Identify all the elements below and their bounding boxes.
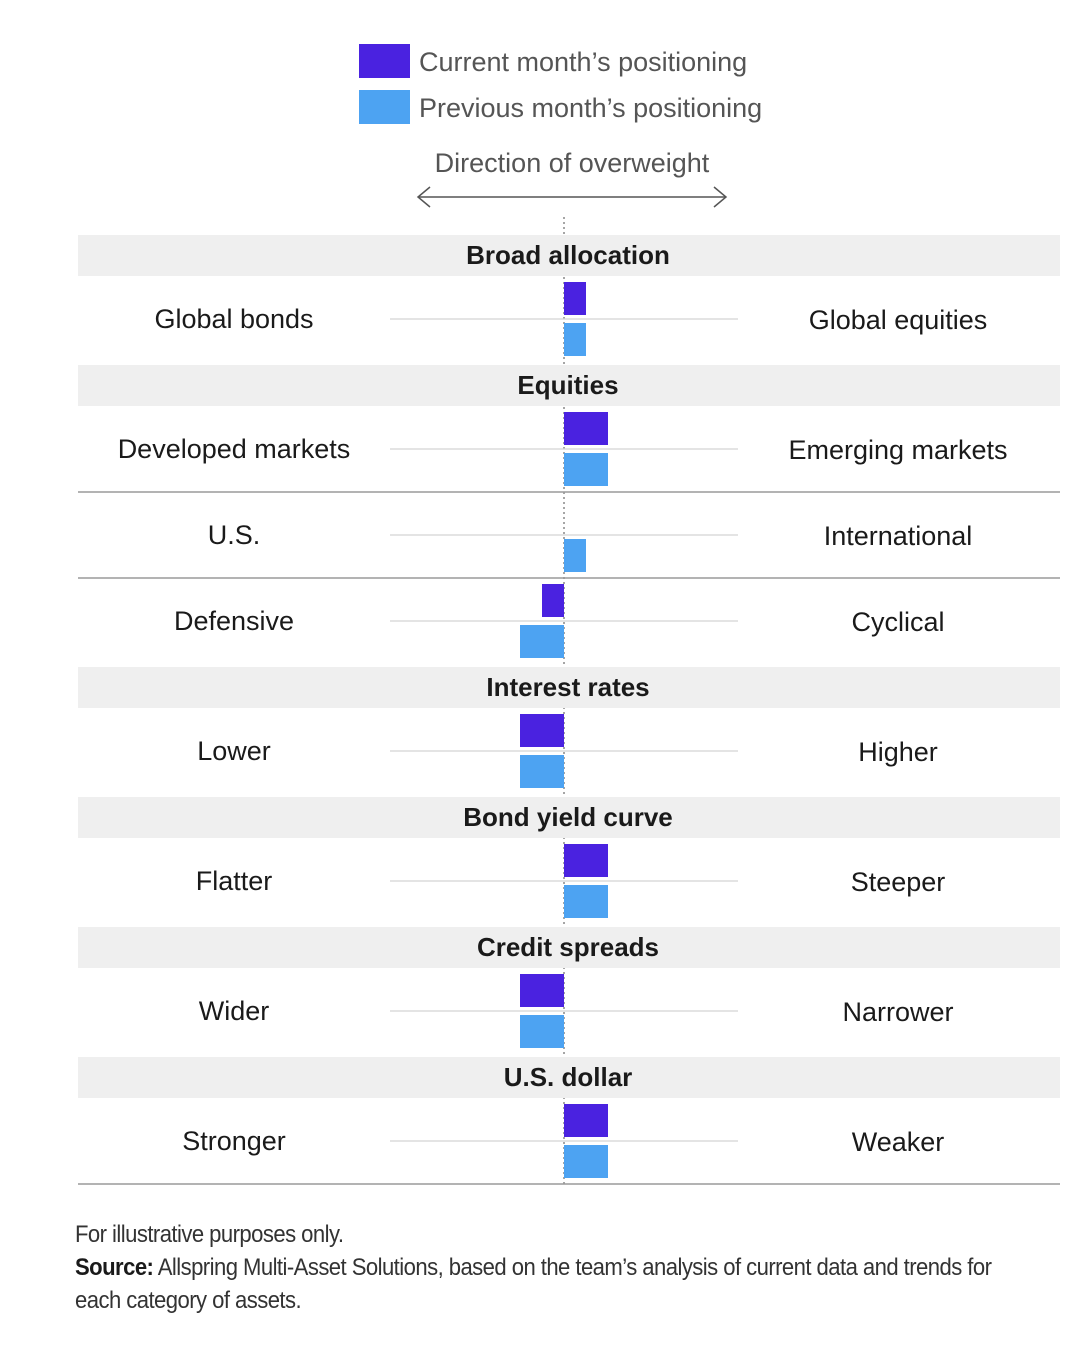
row-label-left: Global bonds [154, 304, 313, 334]
bar-previous [564, 323, 586, 356]
section-band [78, 797, 1060, 838]
double-arrow-icon [416, 186, 728, 208]
row-label-right: Emerging markets [788, 435, 1007, 465]
bar-current [564, 844, 608, 877]
row-label-right: Weaker [852, 1127, 945, 1157]
footer-source: Source: Allspring Multi-Asset Solutions,… [75, 1251, 992, 1284]
row-label-left: Lower [197, 736, 271, 766]
positioning-chart: Broad allocation Global bonds Global equit… [78, 217, 1060, 1185]
row-label-right: Global equities [809, 305, 988, 335]
legend-item-current: Current month’s positioning [359, 44, 839, 80]
section-title: U.S. dollar [504, 1062, 633, 1092]
bar-previous [564, 1145, 608, 1178]
legend-swatch-previous [359, 90, 410, 124]
bar-previous [564, 539, 586, 572]
footer-source-text-1: Allspring Multi-Asset Solutions, based o… [153, 1254, 992, 1281]
footer-source-label: Source: [75, 1254, 154, 1281]
direction-label: Direction of overweight [434, 148, 710, 178]
bar-current [520, 974, 564, 1007]
row-label-left: Defensive [174, 606, 294, 636]
footer-note: For illustrative purposes only. [75, 1221, 344, 1248]
bar-current [542, 584, 564, 617]
bar-current [520, 714, 564, 747]
row-label-left: Wider [199, 996, 270, 1026]
legend-swatch-current [359, 44, 410, 78]
row-label-left: Developed markets [118, 434, 351, 464]
bar-current [564, 412, 608, 445]
section-band [78, 667, 1060, 708]
row-label-right: Higher [858, 737, 938, 767]
bar-current [564, 1104, 608, 1137]
row-label-left: Flatter [196, 866, 273, 896]
section-band [78, 927, 1060, 968]
row-label-left: Stronger [182, 1126, 286, 1156]
legend-label-previous: Previous month’s positioning [419, 93, 763, 123]
row-label-right: Steeper [851, 867, 946, 897]
section-band [78, 365, 1060, 406]
row-label-right: International [824, 521, 973, 551]
section-title: Equities [517, 370, 618, 400]
legend-label-current: Current month’s positioning [419, 47, 748, 77]
bar-previous [520, 755, 564, 788]
footer: For illustrative purposes only. Source: … [75, 1218, 992, 1317]
row-label-right: Cyclical [851, 607, 944, 637]
bar-current [564, 282, 586, 315]
section-title: Interest rates [486, 672, 649, 702]
bar-previous [564, 885, 608, 918]
row-label-left: U.S. [208, 520, 261, 550]
footer-source-text-2: each category of assets. [75, 1287, 302, 1314]
legend-item-previous: Previous month’s positioning [359, 90, 839, 126]
section-band [78, 1057, 1060, 1098]
section-title: Bond yield curve [463, 802, 673, 832]
section-band [78, 235, 1060, 276]
bar-previous [564, 453, 608, 486]
row-label-right: Narrower [842, 997, 953, 1027]
section-title: Credit spreads [477, 932, 659, 962]
bar-previous [520, 625, 564, 658]
section-title: Broad allocation [466, 240, 670, 270]
bar-previous [520, 1015, 564, 1048]
